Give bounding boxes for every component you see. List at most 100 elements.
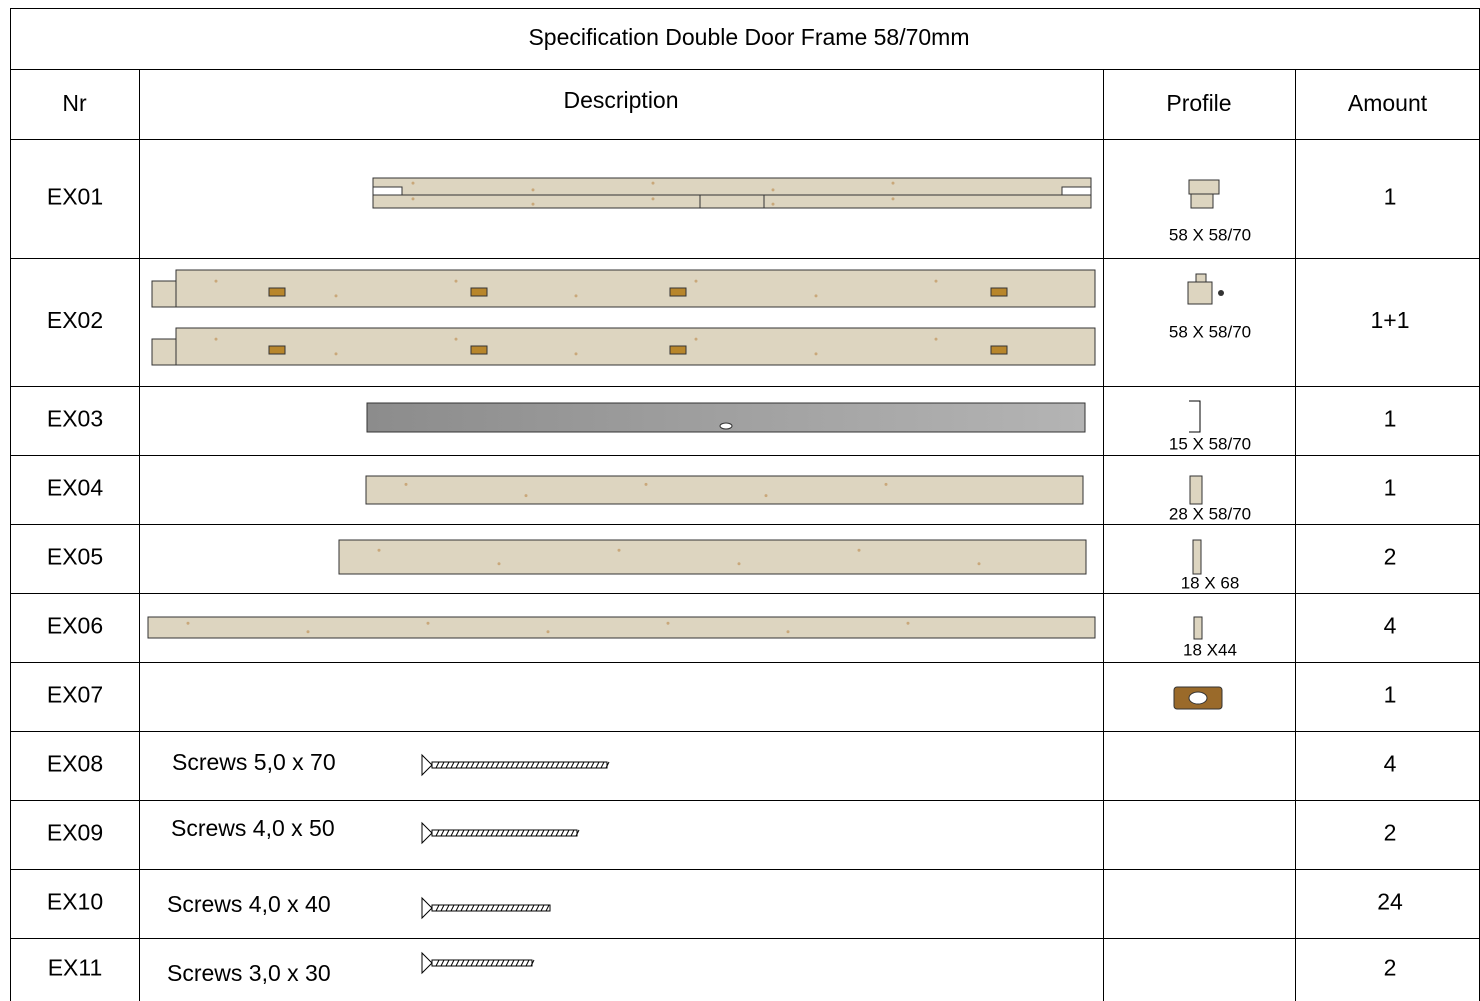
screw-thread [485, 904, 490, 912]
steel-strip [366, 402, 1086, 433]
screw-thread [450, 959, 455, 967]
screw-thread [545, 829, 550, 837]
plank [372, 177, 1092, 196]
stub [151, 280, 179, 308]
screw-thread [450, 904, 455, 912]
screw-thread [435, 761, 440, 769]
screw-thread [455, 959, 460, 967]
screw-thread [470, 904, 475, 912]
stub [151, 338, 179, 366]
screw-thread [445, 761, 450, 769]
screw-thread [470, 959, 475, 967]
screw-thread [520, 829, 525, 837]
row-description: Screws 4,0 x 50 [171, 815, 335, 841]
screw-thread [490, 829, 495, 837]
screw-thread [525, 959, 530, 967]
profile-icon [1189, 400, 1201, 433]
row-nr: EX10 [47, 889, 103, 915]
screw-thread [595, 761, 600, 769]
column-header: Profile [1166, 90, 1231, 116]
screw-thread [490, 761, 495, 769]
plank [175, 269, 1096, 308]
knot [454, 279, 458, 283]
notch [1061, 186, 1092, 196]
row-profile: 15 X 58/70 [1169, 434, 1251, 453]
screw-thread [515, 959, 520, 967]
screw-thread [510, 904, 515, 912]
screw-thread [465, 959, 470, 967]
screw-head [421, 753, 433, 777]
screw-thread [490, 959, 495, 967]
knot [694, 279, 698, 283]
row-amount: 4 [1384, 751, 1397, 777]
row-profile: 18 X 68 [1181, 573, 1240, 592]
screw-thread [540, 904, 545, 912]
screw-thread [560, 829, 565, 837]
row-description: Screws 5,0 x 70 [172, 749, 336, 775]
knot [546, 630, 550, 634]
knot [306, 630, 310, 634]
screw-thread [490, 904, 495, 912]
screw-thread [510, 959, 515, 967]
screw-thread [475, 761, 480, 769]
knot [574, 352, 578, 356]
screw-thread [540, 761, 545, 769]
knot [426, 621, 430, 625]
screw-thread [505, 829, 510, 837]
row-nr: EX07 [47, 682, 103, 708]
knot [934, 337, 938, 341]
screw-thread [565, 761, 570, 769]
screw-thread [535, 904, 540, 912]
knot [644, 482, 648, 486]
row-profile: 58 X 58/70 [1169, 225, 1251, 244]
profile-icon [1187, 281, 1213, 305]
screw-thread [505, 761, 510, 769]
screw-thread [495, 904, 500, 912]
row-nr: EX09 [47, 820, 103, 846]
screw-thread [460, 829, 465, 837]
row-nr: EX08 [47, 751, 103, 777]
knot [524, 494, 528, 498]
knot [694, 337, 698, 341]
table-title: Specification Double Door Frame 58/70mm [528, 24, 969, 50]
knot [334, 352, 338, 356]
knot [934, 279, 938, 283]
slot [719, 422, 733, 430]
knot [857, 548, 861, 552]
screw-thread [450, 829, 455, 837]
knot [411, 181, 415, 185]
row-amount: 1+1 [1370, 307, 1409, 333]
row-profile: 18 X44 [1183, 640, 1237, 659]
screw-thread [465, 904, 470, 912]
screw-thread [565, 829, 570, 837]
row-nr: EX01 [47, 184, 103, 210]
screw-thread [455, 904, 460, 912]
knot [884, 482, 888, 486]
column-header: Nr [62, 90, 87, 116]
screw-thread [550, 829, 555, 837]
screw-thread [475, 959, 480, 967]
hinge-slot [699, 194, 765, 209]
row-amount: 1 [1384, 682, 1397, 708]
knot [764, 494, 768, 498]
profile-icon [1195, 273, 1207, 283]
screw-thread [555, 761, 560, 769]
knot [906, 621, 910, 625]
screw-thread [525, 761, 530, 769]
screw-thread [570, 829, 575, 837]
knot [531, 202, 535, 206]
knot [771, 202, 775, 206]
knot [771, 188, 775, 192]
screw-thread [575, 829, 580, 837]
screw-thread [485, 829, 490, 837]
screw-thread [495, 829, 500, 837]
screw-thread [475, 904, 480, 912]
profile-icon [1193, 616, 1203, 640]
screw-thread [460, 761, 465, 769]
screw-thread [585, 761, 590, 769]
row-profile: 28 X 58/70 [1169, 504, 1251, 523]
screw-thread [510, 761, 515, 769]
screw-thread [455, 829, 460, 837]
knot [651, 197, 655, 201]
row-amount: 1 [1384, 184, 1397, 210]
